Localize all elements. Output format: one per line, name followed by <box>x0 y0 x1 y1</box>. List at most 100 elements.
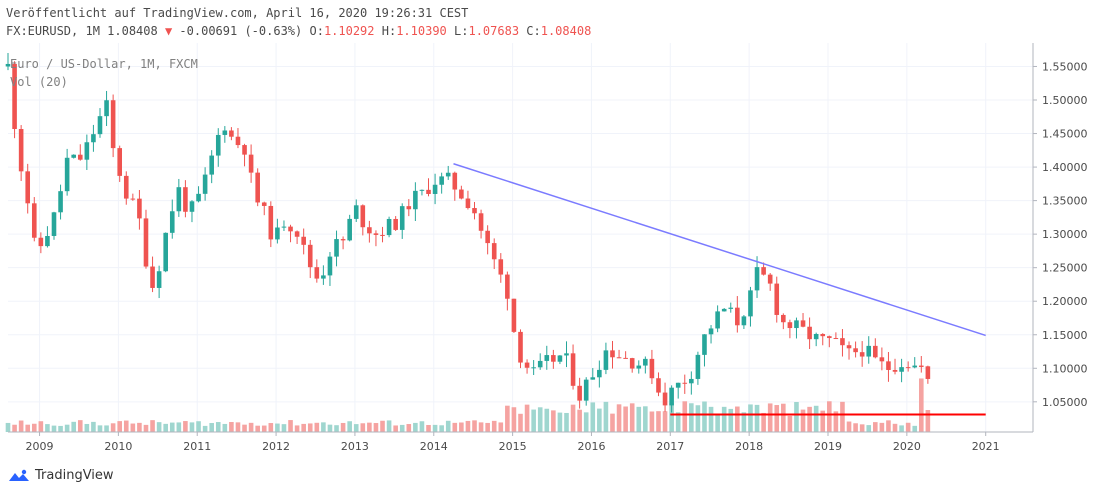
volume-bar <box>183 421 188 432</box>
volume-bar <box>840 401 845 432</box>
candle-body <box>301 236 306 245</box>
candle-body <box>524 362 530 368</box>
volume-bar <box>137 422 142 432</box>
candle-body <box>163 232 168 272</box>
candle-body <box>689 378 694 384</box>
candle-body <box>919 365 924 367</box>
volume-bar <box>813 405 819 432</box>
symbol-ohlc-line: FX:EURUSD, 1M 1.08408 ▼ -0.00691 (-0.63%… <box>6 24 591 38</box>
candle-body <box>123 175 129 199</box>
volume-bar <box>708 406 714 432</box>
candle-body <box>25 171 31 204</box>
volume-bar <box>485 422 490 432</box>
volume-bar <box>406 424 412 432</box>
volume-bar <box>919 378 924 432</box>
candle-body <box>715 311 720 329</box>
volume-bar <box>84 423 90 432</box>
candle-body <box>669 387 674 406</box>
volume-bar <box>886 420 891 432</box>
candle-body <box>649 358 655 379</box>
volume-bar <box>583 412 589 432</box>
pane-symbol-title: Euro / US-Dollar, 1M, FXCM <box>10 57 198 71</box>
volume-bar <box>833 411 839 432</box>
y-tick-label: 1.15000 <box>1042 329 1088 342</box>
volume-bar <box>261 425 267 432</box>
candle-body <box>130 198 136 200</box>
volume-bar <box>498 422 504 432</box>
high-label: H: <box>381 24 397 38</box>
volume-bar <box>432 424 438 432</box>
volume-bar <box>636 406 642 432</box>
y-tick-label: 1.40000 <box>1042 161 1088 174</box>
volume-bar <box>327 424 333 432</box>
volume-bar <box>18 420 24 432</box>
candle-body <box>912 365 918 368</box>
candle-body <box>445 172 451 177</box>
volume-bar <box>649 411 655 432</box>
y-tick-label: 1.35000 <box>1042 195 1088 208</box>
candle-body <box>531 367 536 369</box>
candle-body <box>491 243 497 260</box>
footer-brand[interactable]: TradingView <box>8 468 114 483</box>
volume-bar <box>156 422 162 432</box>
trendline[interactable] <box>453 163 986 337</box>
x-tick-label: 2018 <box>735 440 763 453</box>
volume-bar <box>728 408 734 432</box>
candle-body <box>307 244 313 268</box>
volume-bar <box>386 420 392 432</box>
candle-body <box>235 136 241 146</box>
volume-bar <box>774 405 780 432</box>
volume-bar <box>255 425 260 432</box>
candle-body <box>833 338 839 340</box>
volume-bar <box>301 423 306 432</box>
candle-body <box>393 218 398 230</box>
x-tick-label: 2015 <box>499 440 527 453</box>
candle-body <box>340 239 346 241</box>
candle-body <box>12 63 17 130</box>
volume-bar <box>281 424 287 432</box>
volume-bar <box>465 420 471 432</box>
volume-bar <box>229 422 234 432</box>
x-tick-label: 2012 <box>262 440 290 453</box>
candle-body <box>426 189 431 194</box>
volume-bar <box>176 422 182 432</box>
candle-body <box>71 154 77 158</box>
tradingview-logo-icon <box>9 469 29 481</box>
candle-body <box>321 275 326 279</box>
candle-body <box>104 100 109 117</box>
candle-body <box>248 154 254 173</box>
volume-bar <box>735 406 740 432</box>
volume-bar <box>866 425 872 432</box>
candle-body <box>886 361 891 370</box>
x-tick-label: 2010 <box>104 440 132 453</box>
volume-bar <box>721 406 727 432</box>
candle-body <box>176 187 182 212</box>
candle-body <box>583 379 589 401</box>
volume-bar <box>209 423 214 432</box>
candle-body <box>551 355 556 362</box>
volume-bar <box>202 425 208 432</box>
volume-bar <box>656 411 661 432</box>
volume-bar <box>899 425 904 432</box>
change-text: -0.00691 (-0.63%) <box>179 24 303 38</box>
candle-body <box>643 358 648 366</box>
volume-bar <box>570 404 576 432</box>
volume-bar <box>544 408 550 432</box>
candle-body <box>767 274 773 284</box>
low-value: 1.07683 <box>468 24 520 38</box>
volume-bar <box>275 423 280 432</box>
candle-body <box>570 353 576 386</box>
candle-body <box>261 202 267 206</box>
brand-label: TradingView <box>35 468 114 483</box>
candle-body <box>294 231 300 237</box>
candle-body <box>708 328 714 335</box>
candle-body <box>196 193 201 202</box>
volume-bar <box>905 422 911 432</box>
published-line: Veröffentlicht auf TradingView.com, Apri… <box>6 6 469 20</box>
candle-body <box>623 357 628 359</box>
volume-bar <box>38 421 44 432</box>
candle-body <box>439 176 444 185</box>
volume-bar <box>767 403 773 432</box>
volume-bar <box>242 424 247 432</box>
